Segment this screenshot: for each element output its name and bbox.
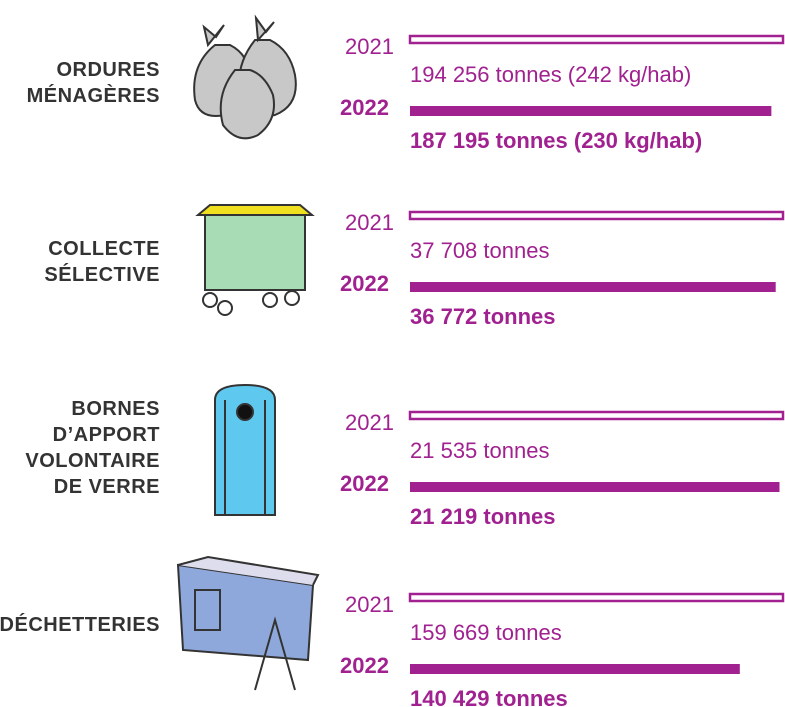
- value-label: 159 669 tonnes: [410, 620, 562, 646]
- year-label: 2021: [345, 34, 394, 60]
- bar-2022: [410, 106, 771, 116]
- value-label: 194 256 tonnes (242 kg/hab): [410, 62, 691, 88]
- category-label: ORDURES MÉNAGÈRES: [27, 57, 160, 109]
- year-label: 2021: [345, 210, 394, 236]
- bags-icon: [194, 18, 296, 138]
- category-label: COLLECTE SÉLECTIVE: [44, 236, 160, 288]
- category-label: DÉCHETTERIES: [0, 612, 160, 638]
- value-label: 187 195 tonnes (230 kg/hab): [410, 128, 702, 154]
- year-label: 2021: [345, 410, 394, 436]
- infographic: ORDURES MÉNAGÈRES 2021 194 256 tonnes (242…: [0, 0, 785, 707]
- bar-2022: [410, 664, 740, 674]
- skip-icon: [178, 557, 318, 690]
- bar-2021: [410, 594, 783, 601]
- bar-2022: [410, 482, 779, 492]
- bar-2021: [410, 412, 783, 419]
- value-label: 21 219 tonnes: [410, 504, 556, 530]
- value-label: 36 772 tonnes: [410, 304, 556, 330]
- year-label: 2021: [345, 592, 394, 618]
- glass-bin-icon: [215, 385, 275, 515]
- value-label: 21 535 tonnes: [410, 438, 549, 464]
- bar-2021: [410, 212, 783, 219]
- bar-2021: [410, 36, 783, 43]
- bin-icon: [198, 205, 312, 315]
- year-label: 2022: [340, 95, 389, 121]
- year-label: 2022: [340, 471, 389, 497]
- value-label: 37 708 tonnes: [410, 238, 549, 264]
- year-label: 2022: [340, 653, 389, 679]
- year-label: 2022: [340, 271, 389, 297]
- value-label: 140 429 tonnes: [410, 686, 568, 707]
- bar-2022: [410, 282, 776, 292]
- category-label: BORNES D’APPORT VOLONTAIRE DE VERRE: [25, 396, 160, 500]
